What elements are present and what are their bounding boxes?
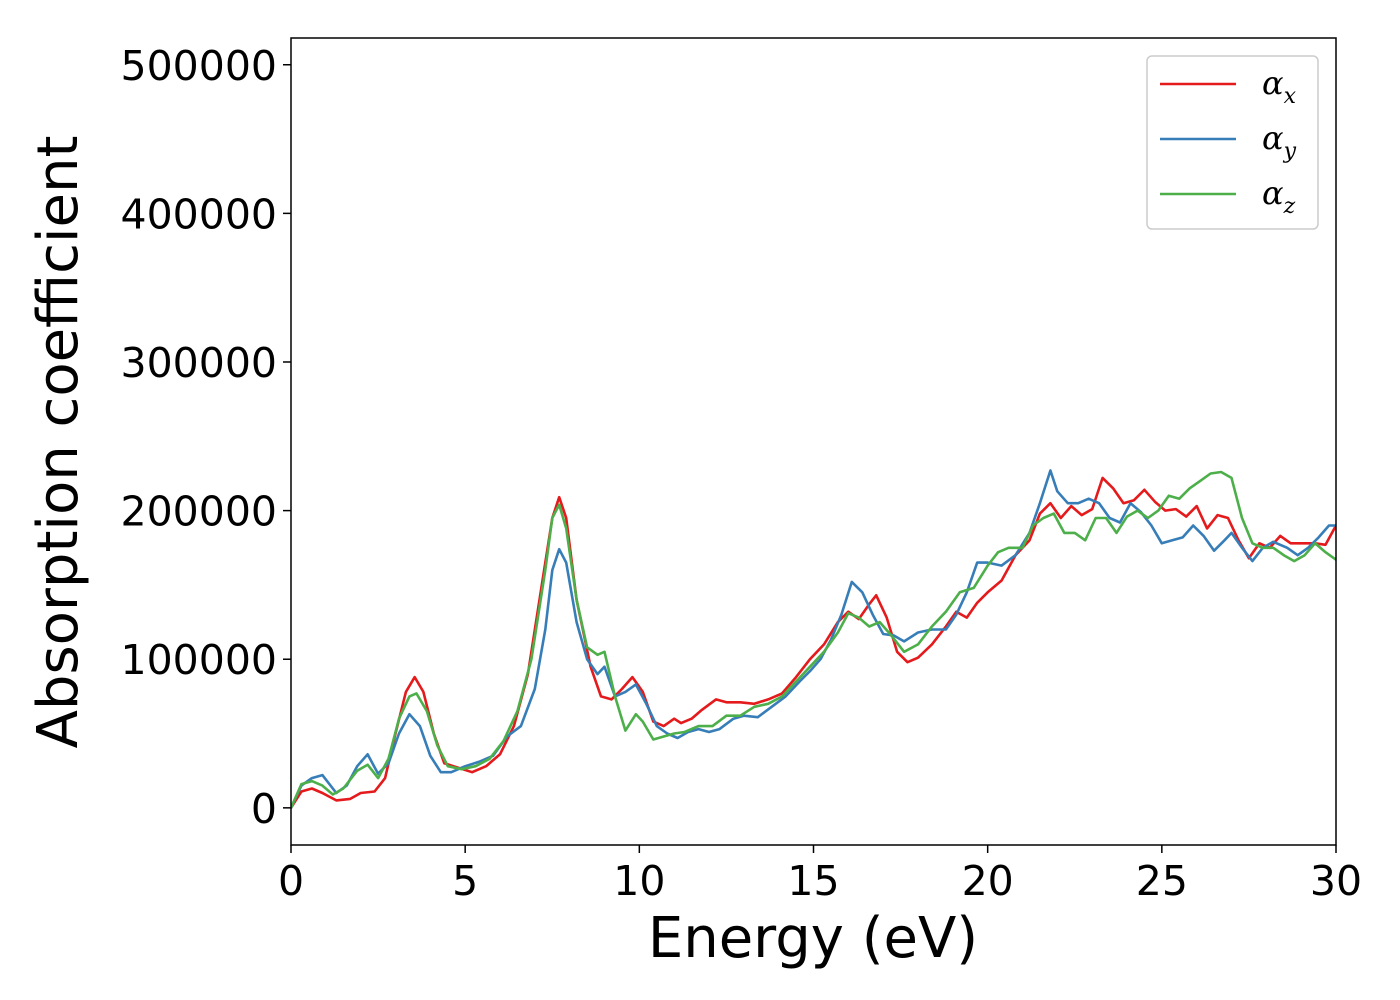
legend-box — [1146, 55, 1319, 230]
x-axis-ticks: 0 5 10 15 20 25 30 — [278, 845, 1362, 905]
y-tick-label: 200000 — [120, 488, 277, 536]
x-tick-label: 20 — [962, 857, 1014, 905]
x-tick-label: 25 — [1136, 857, 1188, 905]
x-tick-label: 10 — [613, 857, 665, 905]
legend-label-y: αy — [1262, 119, 1297, 164]
legend-label-symbol: α — [1262, 174, 1284, 212]
x-tick-label: 5 — [452, 857, 478, 905]
y-tick-label: 0 — [251, 785, 277, 833]
series-line-x — [291, 476, 1336, 810]
y-tick-label: 100000 — [120, 636, 277, 684]
x-tick-label: 30 — [1310, 857, 1362, 905]
legend-label-subscript: z — [1283, 194, 1296, 219]
legend-label-symbol: α — [1262, 64, 1284, 102]
legend-label-subscript: x — [1284, 84, 1297, 109]
y-axis-ticks: 0 100000 200000 300000 400000 500000 — [120, 42, 291, 833]
y-tick-label: 300000 — [120, 339, 277, 387]
x-tick-label: 0 — [278, 857, 304, 905]
x-axis-title: Energy (eV) — [648, 906, 978, 971]
y-tick-label: 400000 — [120, 190, 277, 238]
legend-label-x: αx — [1262, 64, 1297, 109]
y-axis-title: Absorption coefficient — [26, 136, 91, 749]
series-line-z — [291, 470, 1336, 810]
x-tick-label: 15 — [787, 857, 839, 905]
legend-label-symbol: α — [1262, 119, 1284, 157]
series-line-y — [291, 469, 1336, 810]
legend-label-z: αz — [1262, 174, 1296, 219]
series-layer — [291, 469, 1336, 810]
y-tick-label: 500000 — [120, 42, 277, 90]
legend-label-subscript: y — [1283, 139, 1297, 164]
